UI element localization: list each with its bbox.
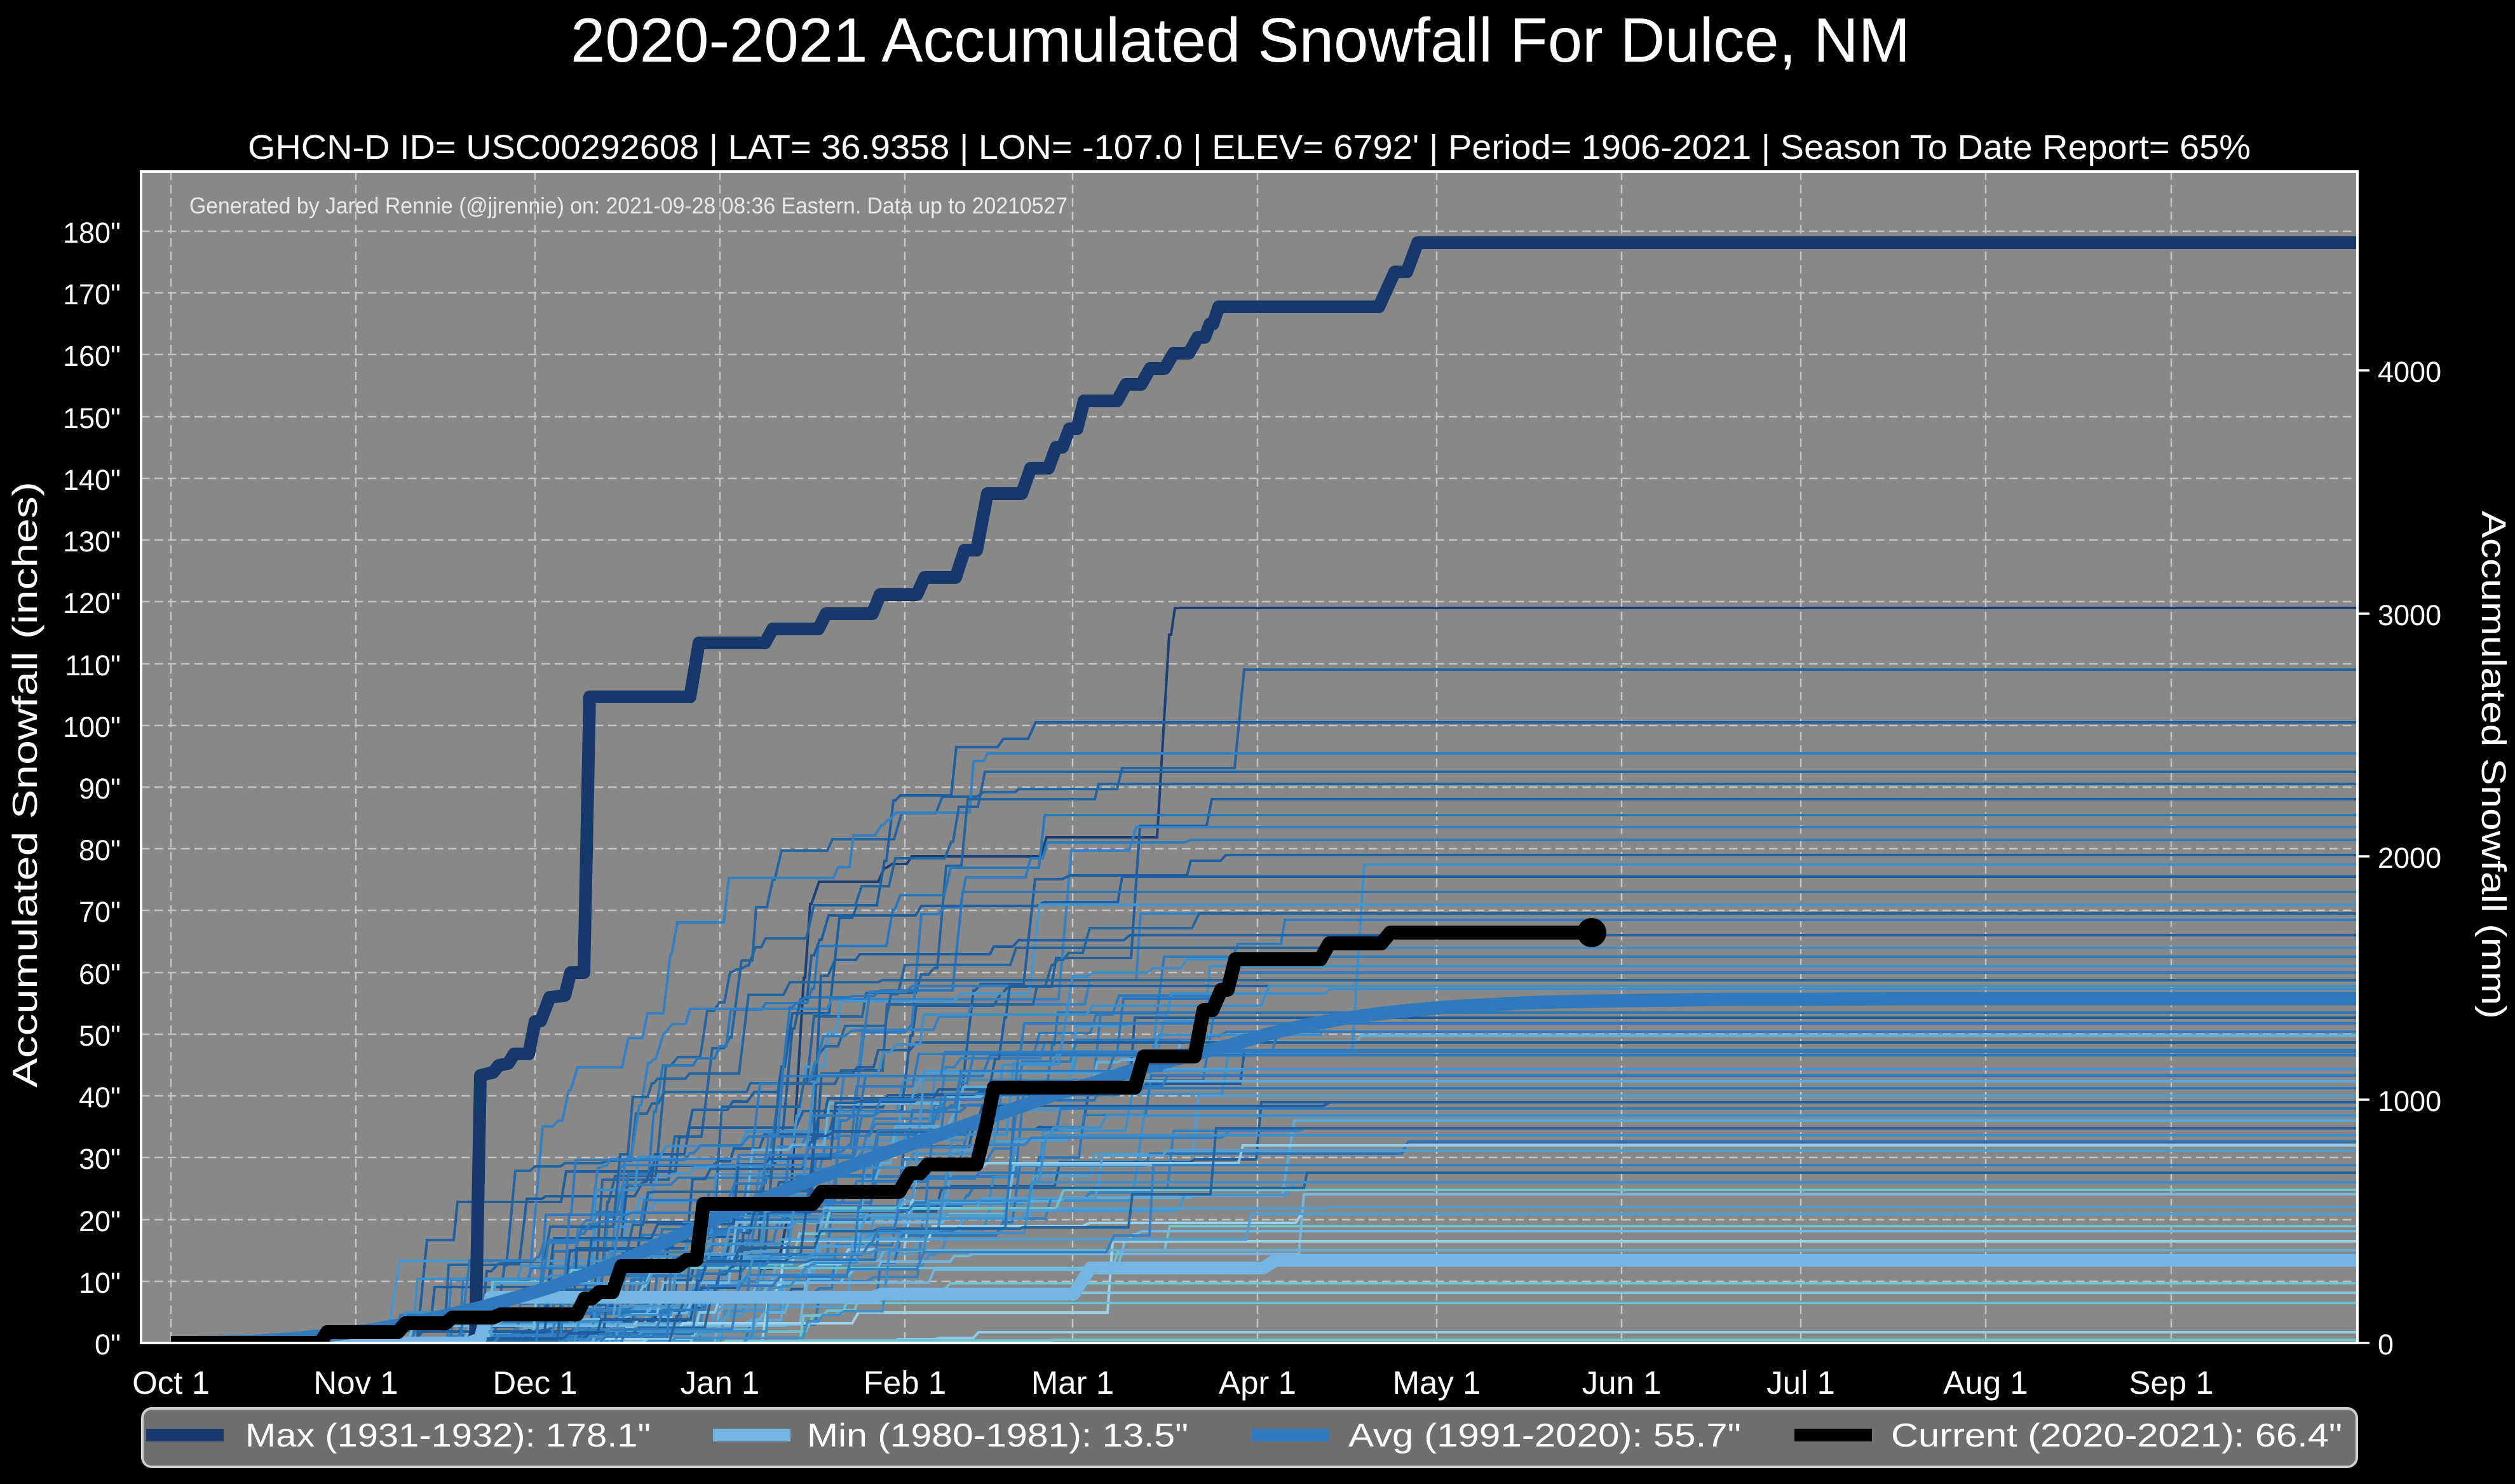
svg-text:Jul 1: Jul 1	[1766, 1365, 1835, 1401]
svg-text:30": 30"	[79, 1143, 121, 1175]
svg-text:150": 150"	[63, 402, 121, 435]
svg-text:Nov 1: Nov 1	[313, 1365, 398, 1401]
svg-text:Feb 1: Feb 1	[864, 1365, 946, 1401]
svg-text:Sep 1: Sep 1	[2129, 1365, 2213, 1401]
svg-text:0": 0"	[95, 1328, 121, 1361]
svg-text:Min (1980-1981): 13.5": Min (1980-1981): 13.5"	[807, 1417, 1188, 1454]
svg-text:Avg (1991-2020): 55.7": Avg (1991-2020): 55.7"	[1348, 1417, 1741, 1454]
svg-text:0: 0	[2378, 1328, 2394, 1361]
svg-text:May 1: May 1	[1393, 1365, 1481, 1401]
svg-text:Mar 1: Mar 1	[1031, 1365, 1114, 1401]
svg-text:170": 170"	[63, 278, 121, 311]
svg-text:20": 20"	[79, 1205, 121, 1238]
svg-text:10": 10"	[79, 1267, 121, 1299]
svg-text:180": 180"	[63, 217, 121, 249]
svg-text:1000: 1000	[2378, 1085, 2441, 1117]
svg-text:Apr 1: Apr 1	[1219, 1365, 1296, 1401]
svg-text:4000: 4000	[2378, 356, 2441, 388]
svg-text:160": 160"	[63, 340, 121, 372]
svg-text:Dec 1: Dec 1	[492, 1365, 577, 1401]
svg-text:Jan 1: Jan 1	[681, 1365, 760, 1401]
svg-text:Oct 1: Oct 1	[132, 1365, 210, 1401]
svg-text:Accumulated Snowfall (inches): Accumulated Snowfall (inches)	[5, 482, 44, 1088]
svg-text:Aug 1: Aug 1	[1943, 1365, 2028, 1401]
svg-text:GHCN-D ID= USC00292608 | LAT=: GHCN-D ID= USC00292608 | LAT= 36.9358 | …	[248, 128, 2251, 166]
svg-text:130": 130"	[63, 525, 121, 558]
svg-text:3000: 3000	[2378, 599, 2441, 631]
svg-text:Accumulated Snowfall (mm): Accumulated Snowfall (mm)	[2474, 511, 2512, 1019]
svg-text:2020-2021 Accumulated Snowfall: 2020-2021 Accumulated Snowfall For Dulce…	[571, 5, 1910, 75]
svg-text:110": 110"	[65, 649, 121, 682]
svg-text:Current (2020-2021): 66.4": Current (2020-2021): 66.4"	[1891, 1417, 2342, 1454]
svg-text:100": 100"	[63, 711, 121, 743]
svg-text:140": 140"	[63, 464, 121, 496]
svg-text:70": 70"	[79, 896, 121, 928]
svg-text:40": 40"	[79, 1081, 121, 1114]
svg-text:Jun 1: Jun 1	[1582, 1365, 1662, 1401]
svg-text:2000: 2000	[2378, 842, 2441, 874]
svg-text:120": 120"	[63, 587, 121, 619]
svg-text:Max (1931-1932): 178.1": Max (1931-1932): 178.1"	[245, 1417, 651, 1454]
svg-text:60": 60"	[79, 958, 121, 990]
svg-text:80": 80"	[79, 834, 121, 867]
svg-text:90": 90"	[79, 772, 121, 805]
svg-text:Generated by Jared Rennie (@jj: Generated by Jared Rennie (@jjrennie) on…	[189, 192, 1068, 219]
svg-text:50": 50"	[79, 1020, 121, 1052]
